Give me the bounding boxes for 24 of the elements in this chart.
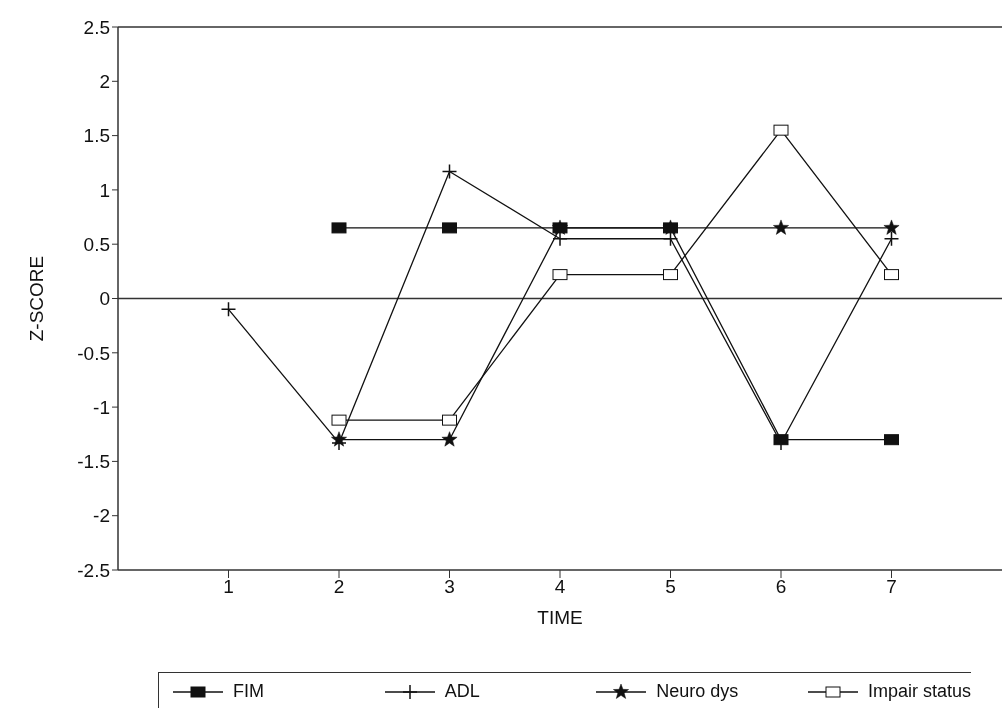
- y-tick-label: -1.5: [77, 451, 110, 473]
- y-tick-label: 1.5: [83, 125, 110, 147]
- x-tick-label: 1: [223, 576, 234, 598]
- y-tick-label: -2: [93, 505, 110, 527]
- y-tick-label: -2.5: [77, 559, 110, 581]
- y-axis-title: Z-SCORE: [25, 255, 47, 342]
- y-tick-label: 2: [99, 71, 110, 93]
- legend-label: Neuro dys: [656, 681, 739, 702]
- x-tick-label: 2: [333, 576, 345, 598]
- x-tick-label: 4: [554, 576, 566, 598]
- x-axis-title: TIME: [537, 607, 583, 628]
- x-tick-label: 7: [886, 576, 897, 598]
- y-tick-label: -1: [93, 396, 110, 418]
- x-tick-label: 3: [444, 576, 455, 598]
- y-tick-label: 2.5: [83, 16, 110, 38]
- y-tick-label: 1: [99, 179, 110, 201]
- legend-label: ADL: [444, 681, 480, 702]
- x-tick-label: 5: [665, 576, 676, 598]
- legend-label: FIM: [233, 681, 264, 702]
- x-tick-label: 6: [775, 576, 787, 598]
- y-tick-label: -0.5: [77, 342, 110, 364]
- y-tick-label: 0.5: [83, 233, 110, 255]
- y-tick-label: 0: [99, 288, 110, 310]
- legend-label: Impair status: [867, 681, 972, 702]
